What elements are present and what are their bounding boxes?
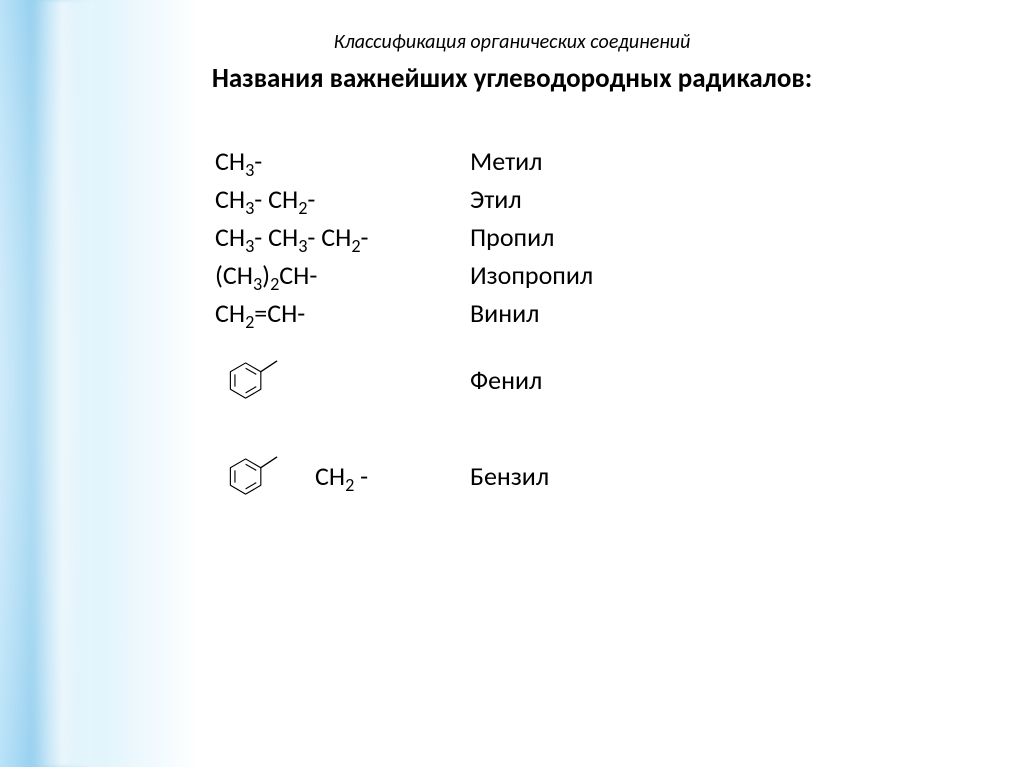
table-row: Фенил [215,335,1024,425]
formula-text: (CH3)2CH- [215,259,317,291]
table-row: CH3- CH3- CH2- Пропил [215,221,1024,253]
formula-text: CH3- [215,145,262,177]
table-row: CH2 - Бензил [215,431,1024,521]
benzene-ring-icon [215,346,279,415]
benzene-ring-icon [215,442,279,511]
formula-text: CH2=CH- [215,297,305,329]
formula-cell: CH3- CH2- [215,183,470,215]
radical-name: Изопропил [470,259,593,291]
table-row: (CH3)2CH- Изопропил [215,259,1024,291]
formula-cell: CH3- [215,145,470,177]
radical-name: Фенил [470,364,542,396]
table-row: CH3- CH2- Этил [215,183,1024,215]
radical-name: Винил [470,297,539,329]
formula-cell: (CH3)2CH- [215,259,470,291]
radical-name: Бензил [470,460,549,492]
formula-cell: CH2=CH- [215,297,470,329]
radical-name: Метил [470,145,542,177]
formula-cell [215,335,470,425]
formula-cell: CH2 - [215,431,470,521]
formula-cell: CH3- CH3- CH2- [215,221,470,253]
slide-supertitle: Классификация органических соединений [0,30,1024,54]
table-row: CH2=CH- Винил [215,297,1024,329]
radical-name: Этил [470,183,522,215]
formula-text: CH2 - [315,460,368,492]
table-row: CH3- Метил [215,145,1024,177]
slide-title: Названия важнейших углеводородных радика… [0,62,1024,95]
radicals-table: CH3- Метил CH3- CH2- Этил CH3- CH3- CH2- Проп… [215,145,1024,521]
formula-text: CH3- CH2- [215,183,315,215]
radical-name: Пропил [470,221,554,253]
slide: Классификация органических соединений На… [0,0,1024,767]
formula-text: CH3- CH3- CH2- [215,221,369,253]
